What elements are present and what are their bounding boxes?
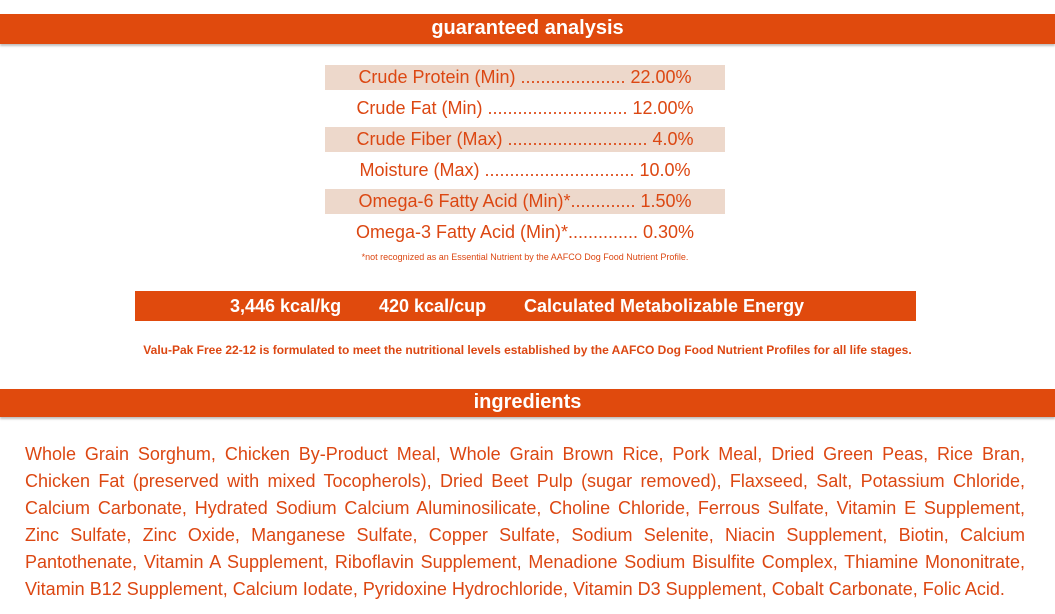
- metabolizable-energy-bar: 3,446 kcal/kg 420 kcal/cup Calculated Me…: [135, 291, 916, 321]
- analysis-row-moisture: Moisture (Max) .........................…: [359, 160, 691, 180]
- analysis-row-omega-3: Omega-3 Fatty Acid (Min)*.............. …: [355, 222, 695, 242]
- guaranteed-analysis-header: guaranteed analysis: [0, 14, 1055, 44]
- aafco-statement: Valu-Pak Free 22-12 is formulated to mee…: [143, 343, 912, 357]
- analysis-row-crude-protein: Crude Protein (Min) ....................…: [325, 65, 725, 90]
- ingredients-header: ingredients: [0, 389, 1055, 417]
- energy-per-kg: 3,446 kcal/kg: [230, 296, 342, 316]
- analysis-footnote: *not recognized as an Essential Nutrient…: [361, 252, 689, 262]
- analysis-row-crude-fiber: Crude Fiber (Max) ......................…: [325, 127, 725, 152]
- analysis-row-omega-6: Omega-6 Fatty Acid (Min)*............. 1…: [325, 189, 725, 214]
- analysis-row-crude-fat: Crude Fat (Min) ........................…: [356, 98, 694, 118]
- energy-label: Calculated Metabolizable Energy: [524, 296, 805, 316]
- energy-per-cup: 420 kcal/cup: [379, 296, 487, 316]
- ingredients-list: Whole Grain Sorghum, Chicken By-Product …: [25, 444, 1025, 599]
